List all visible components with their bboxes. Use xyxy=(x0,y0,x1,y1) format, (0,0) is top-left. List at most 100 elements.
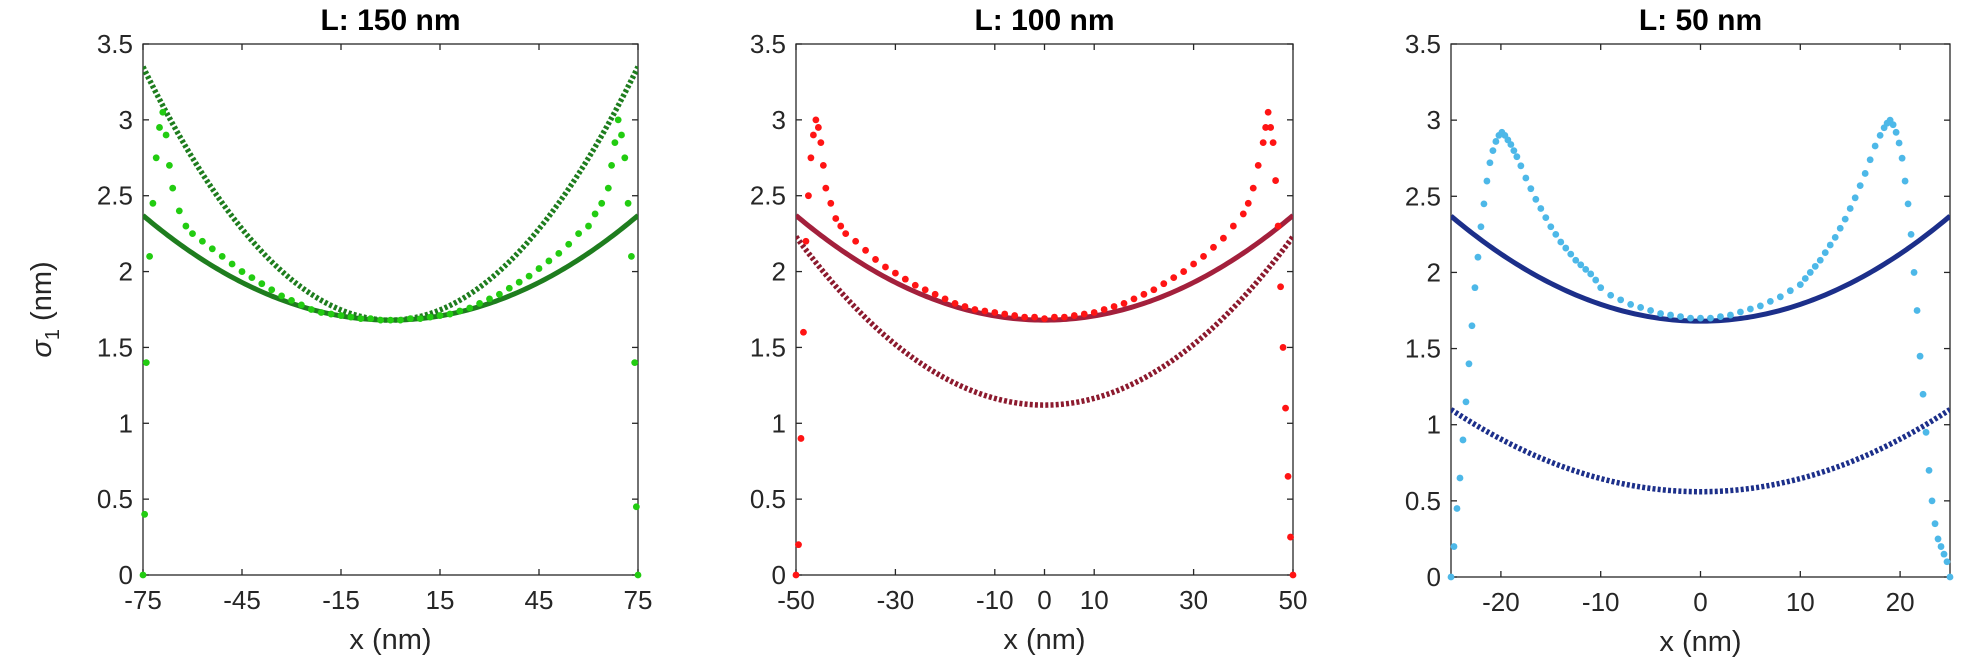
data-point xyxy=(842,230,850,238)
data-point xyxy=(182,222,190,230)
x-tick-label: -10 xyxy=(976,585,1014,615)
data-point xyxy=(1607,291,1615,299)
data-point xyxy=(1889,121,1897,129)
data-point xyxy=(141,510,149,518)
data-point xyxy=(1537,205,1545,212)
data-point xyxy=(832,215,840,222)
data-point xyxy=(921,286,929,294)
chart-title: L: 150 nm xyxy=(320,4,460,37)
data-point xyxy=(1210,243,1217,251)
data-point xyxy=(1898,154,1906,162)
data-point xyxy=(800,328,807,336)
data-point xyxy=(931,290,939,298)
y-tick-label: 2.5 xyxy=(1405,181,1441,211)
data-point xyxy=(951,300,959,307)
data-point xyxy=(1637,304,1645,311)
y-axis-subscript: 1 xyxy=(42,329,64,340)
x-tick-label: -45 xyxy=(223,585,261,615)
data-point xyxy=(1562,244,1570,252)
y-axis-label: σ1 (nm) xyxy=(26,261,64,357)
data-point xyxy=(1471,284,1479,292)
y-axis-symbol: σ xyxy=(26,339,58,358)
data-point xyxy=(1934,535,1942,543)
data-point xyxy=(1922,428,1930,436)
data-point xyxy=(1220,234,1227,242)
data-point xyxy=(1876,131,1884,139)
data-point xyxy=(156,124,163,131)
data-point xyxy=(1200,253,1207,260)
model-curve-dotted xyxy=(1451,407,1950,495)
data-point xyxy=(1910,269,1918,276)
data-point xyxy=(288,297,295,304)
data-point xyxy=(1264,108,1272,116)
data-point xyxy=(1582,265,1590,273)
data-point xyxy=(827,199,835,207)
data-point xyxy=(882,263,889,271)
y-tick-label: 3 xyxy=(1427,105,1441,135)
data-point xyxy=(1070,312,1078,319)
data-point xyxy=(1846,205,1854,212)
data-point xyxy=(1895,139,1903,147)
data-point xyxy=(911,281,919,289)
data-point xyxy=(591,210,599,218)
data-point xyxy=(149,199,157,207)
y-tick-label: 3.5 xyxy=(750,29,786,59)
data-point xyxy=(852,237,860,245)
data-point xyxy=(981,307,989,315)
data-point xyxy=(535,265,543,272)
data-point xyxy=(258,280,266,288)
data-point xyxy=(1229,222,1237,230)
data-point xyxy=(1480,200,1488,208)
x-tick-label: 0 xyxy=(1693,587,1707,617)
data-point xyxy=(819,161,827,169)
data-point xyxy=(327,310,335,318)
y-tick-label: 3.5 xyxy=(97,29,133,59)
data-point xyxy=(1031,313,1038,321)
data-point xyxy=(367,315,375,322)
data-point xyxy=(1468,322,1476,330)
y-tick-label: 1 xyxy=(119,408,133,438)
data-point xyxy=(228,260,236,268)
data-point xyxy=(406,315,414,322)
data-point xyxy=(1925,467,1933,474)
data-point xyxy=(1806,269,1814,276)
data-point xyxy=(1657,310,1664,317)
data-point xyxy=(1717,313,1724,320)
data-point xyxy=(218,253,226,260)
data-point xyxy=(1477,223,1485,231)
data-point xyxy=(618,131,625,139)
data-point xyxy=(792,571,800,579)
data-point xyxy=(515,278,523,286)
x-axis-label: x (nm) xyxy=(349,624,431,656)
data-point xyxy=(1051,313,1058,321)
data-point xyxy=(1170,274,1178,282)
x-tick-label: 30 xyxy=(1179,585,1208,615)
data-point xyxy=(812,116,820,124)
data-point xyxy=(802,237,810,245)
data-point xyxy=(1510,147,1518,155)
data-point xyxy=(1816,256,1824,264)
data-point xyxy=(248,274,256,282)
data-point xyxy=(608,161,615,169)
y-tick-label: 2 xyxy=(1427,257,1441,287)
data-point xyxy=(575,230,582,238)
data-point xyxy=(1801,275,1809,282)
data-point xyxy=(1262,124,1270,131)
data-point xyxy=(1450,543,1458,550)
data-point xyxy=(1913,307,1921,314)
data-point xyxy=(604,184,612,192)
data-point xyxy=(1687,314,1694,322)
data-point xyxy=(525,272,533,280)
data-point xyxy=(1130,295,1138,303)
data-point xyxy=(1284,472,1292,480)
x-tick-label: 50 xyxy=(1279,585,1308,615)
data-point xyxy=(1459,436,1467,444)
data-point xyxy=(1274,222,1282,230)
data-point xyxy=(1892,128,1900,136)
x-tick-label: 45 xyxy=(525,585,554,615)
panel-150nm: L: 150 nm 0 0.5 1 1.5 2 2.5 3 3.5 -75 -45 -15 15 45 75… xyxy=(26,4,652,656)
x-tick-label: 75 xyxy=(624,585,653,615)
y-tick-label: 2.5 xyxy=(750,181,786,211)
data-point xyxy=(1180,268,1188,275)
